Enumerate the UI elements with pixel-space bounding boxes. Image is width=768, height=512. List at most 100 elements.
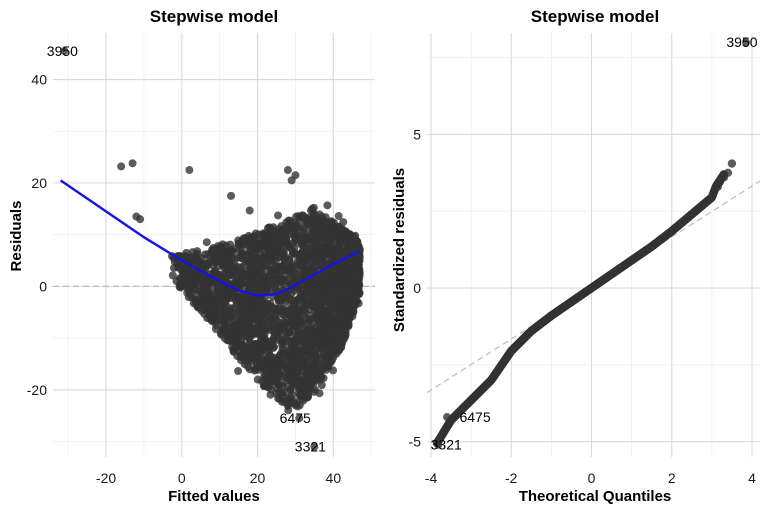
outlier-point xyxy=(443,413,452,422)
data-point xyxy=(329,280,338,289)
data-point xyxy=(319,244,328,253)
data-point xyxy=(341,327,350,336)
data-point xyxy=(249,238,258,247)
data-point xyxy=(240,349,249,358)
data-point xyxy=(231,264,240,273)
data-point xyxy=(298,290,307,299)
outlier-point xyxy=(283,166,292,175)
data-point xyxy=(214,291,223,300)
data-point xyxy=(230,338,239,347)
data-point xyxy=(202,290,211,299)
data-point xyxy=(255,243,264,252)
data-point xyxy=(327,228,336,237)
data-point xyxy=(315,338,324,347)
data-point xyxy=(353,238,362,247)
data-point xyxy=(263,383,272,392)
outlier-point xyxy=(60,47,69,56)
data-point xyxy=(255,345,264,354)
data-point xyxy=(271,365,280,374)
data-point xyxy=(280,363,289,372)
data-point xyxy=(334,346,343,355)
data-point xyxy=(225,269,234,278)
data-point xyxy=(287,269,296,278)
data-point xyxy=(240,234,249,243)
data-point xyxy=(197,306,206,315)
data-point xyxy=(335,272,344,281)
outlier-point xyxy=(741,38,750,47)
data-point xyxy=(286,377,295,386)
data-point xyxy=(278,393,287,402)
x-tick-label: 4 xyxy=(748,470,756,486)
data-point xyxy=(202,238,211,247)
data-point xyxy=(340,231,349,240)
data-point xyxy=(277,228,286,237)
data-point xyxy=(323,346,332,355)
data-point xyxy=(226,240,235,249)
data-point xyxy=(336,339,345,348)
residuals-vs-fitted-panel: 3950 6475 3321 -20 0 20 40 -20 0 20 40 Stepwise m… xyxy=(8,7,375,505)
x-tick-label: 0 xyxy=(588,470,596,486)
data-point xyxy=(250,283,259,292)
chart-title: Stepwise model xyxy=(531,7,659,26)
y-tick-label: 0 xyxy=(413,280,421,296)
data-point xyxy=(245,206,254,215)
data-point xyxy=(241,293,250,302)
data-point xyxy=(326,235,335,244)
outlier-point xyxy=(434,440,443,449)
data-point xyxy=(268,305,277,314)
data-point xyxy=(300,343,309,352)
data-point xyxy=(334,252,343,261)
data-point xyxy=(353,263,362,272)
tick-labels: -20 0 20 40 -20 0 20 40 xyxy=(27,72,342,486)
x-tick-label: -2 xyxy=(505,470,518,486)
data-point xyxy=(284,353,293,362)
data-point xyxy=(277,247,286,256)
data-point xyxy=(293,257,302,266)
data-point xyxy=(256,306,265,315)
data-point xyxy=(323,276,332,285)
data-point xyxy=(219,260,228,269)
data-point xyxy=(232,312,241,321)
outlier-point xyxy=(132,212,141,221)
data-point xyxy=(232,319,241,328)
data-point xyxy=(296,272,305,281)
data-point xyxy=(275,305,284,314)
data-point xyxy=(323,201,332,210)
data-point xyxy=(286,318,295,327)
data-point xyxy=(271,256,280,265)
data-point xyxy=(347,275,356,284)
data-point xyxy=(271,232,280,241)
data-point xyxy=(271,251,280,260)
outlier-label: 3321 xyxy=(431,437,462,453)
data-point xyxy=(231,297,240,306)
data-point xyxy=(307,339,316,348)
data-point xyxy=(289,362,298,371)
tick-labels: -4 -2 0 2 4 -5 0 5 xyxy=(409,126,757,486)
data-point xyxy=(267,266,276,275)
data-point xyxy=(269,353,278,362)
data-point xyxy=(327,221,336,230)
data-point xyxy=(340,262,349,271)
points xyxy=(60,47,364,451)
tail-point xyxy=(723,168,733,177)
y-tick-label: 0 xyxy=(39,278,47,294)
data-point xyxy=(272,389,281,398)
data-point xyxy=(274,241,283,250)
outlier-label: 3950 xyxy=(47,43,78,59)
data-point xyxy=(261,372,270,381)
data-point xyxy=(319,327,328,336)
data-point xyxy=(343,309,352,318)
y-tick-label: 40 xyxy=(31,72,47,88)
outlier-label: 3321 xyxy=(295,439,326,455)
data-point xyxy=(280,311,289,320)
data-point xyxy=(301,260,310,269)
data-point xyxy=(262,278,271,287)
data-point xyxy=(268,225,277,234)
data-point xyxy=(326,339,335,348)
data-point xyxy=(300,234,309,243)
data-point xyxy=(306,348,315,357)
data-point xyxy=(245,340,254,349)
y-tick-label: -20 xyxy=(27,382,47,398)
